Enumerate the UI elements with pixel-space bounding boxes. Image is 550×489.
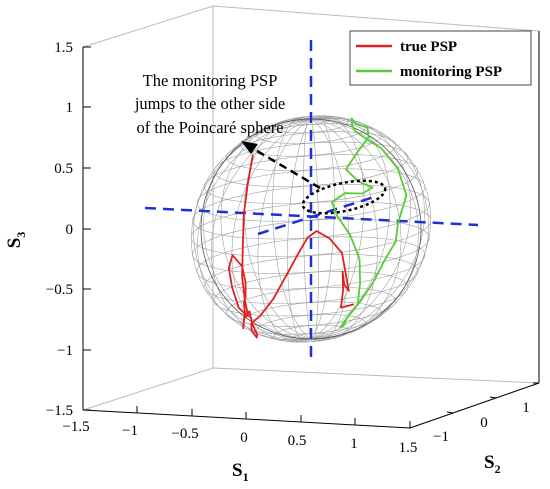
sphere-wireframe [190, 115, 432, 343]
sphere-latitude-ring [240, 301, 382, 335]
y-axis-line [409, 382, 540, 429]
x-axis-title: S1 [232, 460, 249, 484]
sphere-latitude-ring [256, 118, 366, 144]
sphere-latitude-ring [240, 123, 382, 157]
annotation-arrow-line [251, 146, 321, 190]
sphere-latitude-ring [204, 254, 418, 304]
series-monitoring-psp-line [330, 117, 408, 329]
legend: true PSP monitoring PSP [349, 30, 532, 86]
jump-highlight-ellipse [301, 179, 387, 215]
z-tick-label: −0.5 [46, 282, 73, 298]
y-axis-title: S2 [484, 452, 501, 476]
box-edge-floor-right-back [212, 367, 540, 384]
x-tick-label: 1 [350, 436, 358, 452]
x-tick-label: −0.5 [171, 426, 198, 442]
sphere-latitude-ring [213, 271, 409, 317]
y-axis-title-sub: 2 [495, 462, 501, 476]
annotation-arrow [241, 141, 321, 190]
x-axis-title-sub: 1 [243, 470, 249, 484]
x-tick-label: 1.5 [399, 440, 418, 456]
sphere-latitude-ring [226, 287, 396, 327]
y-tick-mark [446, 411, 454, 414]
y-axis-title-main: S [484, 452, 495, 473]
x-tick-label: 0.5 [288, 433, 307, 449]
blue-reference-axes [144, 40, 479, 358]
annotation: The monitoring PSP jumps to the other si… [134, 71, 285, 137]
x-tick-label: −1 [122, 423, 138, 439]
legend-true-psp-label: true PSP [400, 39, 457, 55]
sphere-latitude-ring [213, 141, 409, 187]
blue-axis-diagonal [257, 194, 378, 236]
legend-monitoring-psp-label: monitoring PSP [400, 64, 502, 80]
x-tick-label: 0 [240, 430, 248, 446]
box-edge-floor-back [82, 367, 214, 411]
annotation-line-1: The monitoring PSP [143, 71, 278, 90]
annotation-arrow-head [241, 141, 258, 154]
annotation-line-2: jumps to the other side [134, 94, 285, 113]
y-ticks: −1 0 1 [433, 382, 539, 445]
sphere-latitude-ring [204, 154, 418, 204]
z-axis-title-main: S [4, 238, 25, 249]
z-tick-label: 1 [66, 100, 74, 116]
sphere-latitude-ring [190, 201, 432, 257]
z-axis-title-sub: 3 [14, 232, 28, 238]
sphere-latitude-ring [273, 324, 349, 343]
z-tick-label: 0 [66, 222, 74, 238]
series-true-psp-line [227, 154, 355, 339]
y-tick-mark [489, 396, 497, 399]
sphere-latitude-ring [196, 168, 426, 222]
z-axis-title: S3 [4, 232, 28, 249]
z-tick-label: 1.5 [54, 40, 73, 56]
sphere-latitude-ring [292, 115, 330, 125]
legend-box [349, 30, 532, 86]
y-tick-label: 1 [522, 400, 530, 416]
sphere-latitude-ring [256, 314, 366, 340]
z-tick-label: −1 [57, 343, 73, 359]
x-ticks: −1.5 −1 −0.5 0 0.5 1 1.5 [62, 403, 417, 456]
x-axis-title-main: S [232, 460, 243, 481]
z-tick-label: −1.5 [46, 403, 73, 419]
sphere-latitude-ring [192, 184, 430, 240]
y-tick-label: −1 [433, 429, 449, 445]
annotation-line-3: of the Poincaré sphere [136, 118, 283, 137]
y-tick-label: 0 [480, 415, 488, 431]
z-tick-label: 0.5 [54, 161, 73, 177]
z-ticks: 1.5 1 0.5 0 −0.5 −1 −1.5 [46, 40, 91, 419]
sphere-latitude-ring [273, 115, 349, 134]
x-tick-label: −1.5 [62, 419, 89, 435]
